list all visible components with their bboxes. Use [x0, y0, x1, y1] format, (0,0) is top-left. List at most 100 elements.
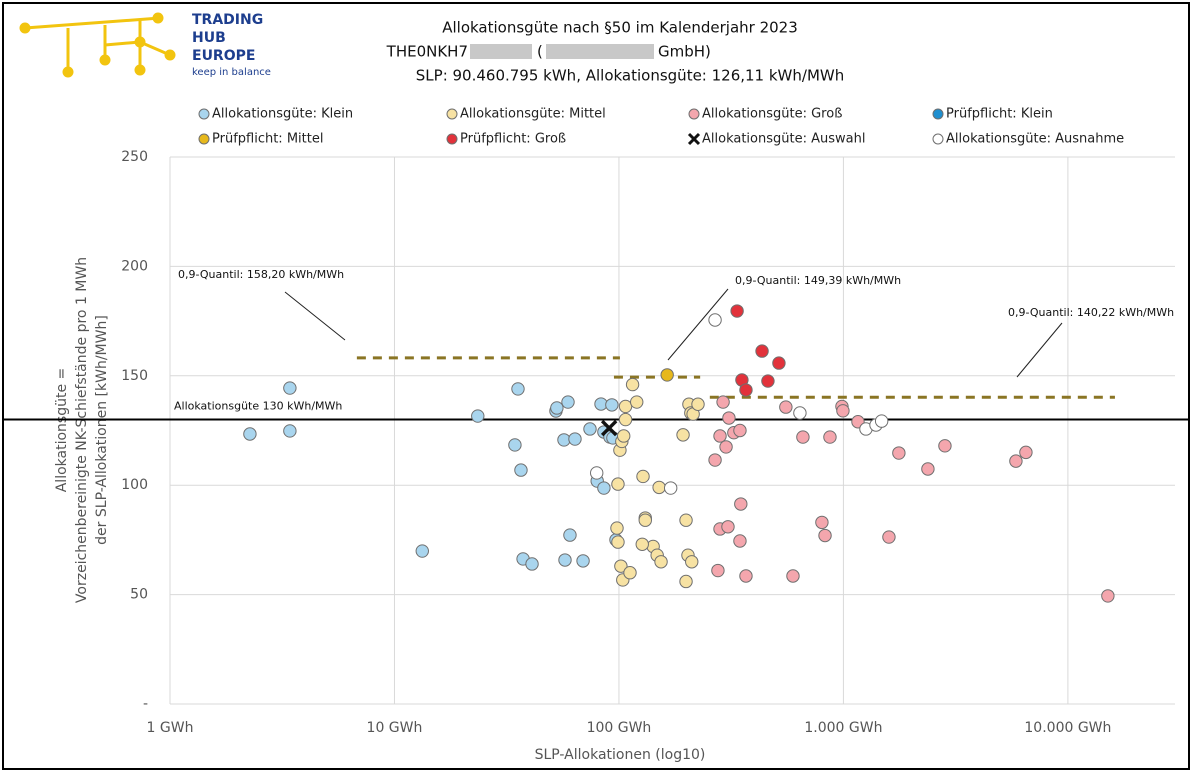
data-point	[730, 304, 744, 318]
legend-label: Allokationsgüte: Klein	[212, 107, 353, 122]
legend-label: Allokationsgüte: Ausnahme	[946, 132, 1124, 147]
data-point	[719, 440, 733, 454]
legend-marker	[688, 108, 700, 120]
data-point	[772, 356, 786, 370]
x-tick-label: 10 GWh	[367, 720, 423, 736]
legend-label: Allokationsgüte: Groß	[702, 107, 842, 122]
redacted	[470, 44, 532, 59]
y-axis-label-line: der SLP-Allokationen [kWh/MWh]	[94, 315, 110, 545]
redacted	[546, 44, 654, 59]
data-point	[1019, 445, 1033, 460]
data-point	[685, 555, 699, 569]
data-point	[652, 480, 666, 495]
data-point	[713, 429, 727, 443]
subtitle-part: (	[537, 43, 543, 61]
data-point	[508, 438, 522, 452]
summary: SLP: 90.460.795 kWh, Allokationsgüte: 12…	[416, 67, 844, 85]
data-point	[525, 557, 539, 571]
y-tick-label: 250	[121, 149, 148, 165]
data-point	[618, 399, 633, 414]
data-point	[793, 406, 807, 420]
data-point	[708, 453, 722, 467]
legend-label: Allokationsgüte: Mittel	[460, 107, 606, 122]
data-point	[283, 424, 297, 438]
data-point	[558, 553, 572, 567]
data-point	[605, 398, 619, 412]
data-point	[625, 377, 640, 392]
data-point	[590, 466, 604, 480]
data-point	[733, 534, 747, 548]
data-point	[874, 414, 889, 428]
data-point	[836, 404, 850, 418]
logo-text: EUROPE	[192, 48, 255, 64]
data-point	[938, 439, 952, 453]
y-tick-label: 200	[121, 258, 148, 274]
data-point	[610, 521, 624, 535]
data-point	[1009, 454, 1023, 468]
data-point	[892, 446, 906, 460]
x-tick-label: 10.000 GWh	[1024, 720, 1111, 736]
x-tick-label: 1 GWh	[147, 720, 194, 736]
data-point	[711, 563, 725, 578]
chart-title: Allokationsgüte nach §50 im Kalenderjahr…	[442, 19, 798, 37]
data-point	[663, 481, 678, 495]
legend-marker	[446, 108, 458, 120]
data-point	[600, 419, 618, 437]
leader-line	[667, 288, 729, 361]
data-point	[815, 515, 829, 530]
legend-label: Prüfpflicht: Mittel	[212, 132, 323, 147]
data-point	[635, 537, 649, 551]
leader-line	[284, 291, 346, 341]
y-tick-label: 100	[121, 477, 148, 493]
legend-label: Prüfpflicht: Groß	[460, 132, 566, 147]
data-point	[471, 409, 485, 423]
data-point	[921, 462, 935, 476]
legend-marker	[687, 132, 701, 146]
data-point	[576, 554, 590, 568]
data-point	[721, 520, 735, 534]
legend-marker	[932, 108, 944, 120]
data-point	[415, 544, 429, 558]
data-point	[823, 430, 837, 444]
subtitle-part: GmbH)	[658, 43, 711, 61]
y-tick-label: -	[143, 696, 148, 712]
data-point	[722, 411, 736, 425]
data-point	[583, 422, 597, 436]
data-point	[660, 368, 674, 382]
quantile-label: 0,9-Quantil: 140,22 kWh/MWh	[1008, 306, 1174, 319]
logo-text: HUB	[192, 30, 226, 46]
y-axis-label-line: Vorzeichenbereinigte NK-Schiefstände pro…	[74, 257, 90, 603]
data-point	[617, 429, 631, 443]
data-point	[691, 397, 705, 411]
data-point	[654, 555, 668, 569]
data-point	[243, 427, 257, 441]
leader-line	[1016, 322, 1063, 378]
legend-label: Allokationsgüte: Auswahl	[702, 132, 865, 147]
data-point	[739, 383, 753, 397]
data-point	[557, 433, 571, 447]
data-point	[514, 463, 528, 477]
data-point	[733, 423, 747, 438]
data-point	[676, 428, 690, 442]
data-point	[796, 430, 810, 444]
data-point	[511, 382, 525, 396]
data-point	[716, 395, 730, 409]
data-point	[679, 513, 693, 527]
y-axis-label: Allokationsgüte = Vorzeichenbereinigte N…	[54, 257, 110, 603]
data-point	[561, 395, 575, 409]
data-point	[818, 528, 832, 543]
x-tick-label: 1.000 GWh	[804, 720, 882, 736]
x-axis-label: SLP-Allokationen (log10)	[535, 747, 706, 763]
data-point	[679, 574, 693, 589]
data-point	[636, 469, 650, 484]
data-point	[630, 395, 644, 409]
data-point	[734, 497, 748, 511]
data-point	[708, 313, 722, 327]
quantile-label: 0,9-Quantil: 149,39 kWh/MWh	[735, 274, 901, 287]
logo-tagline: keep in balance	[192, 67, 271, 78]
data-point	[597, 481, 611, 495]
data-point	[618, 412, 633, 427]
data-point	[755, 344, 769, 358]
